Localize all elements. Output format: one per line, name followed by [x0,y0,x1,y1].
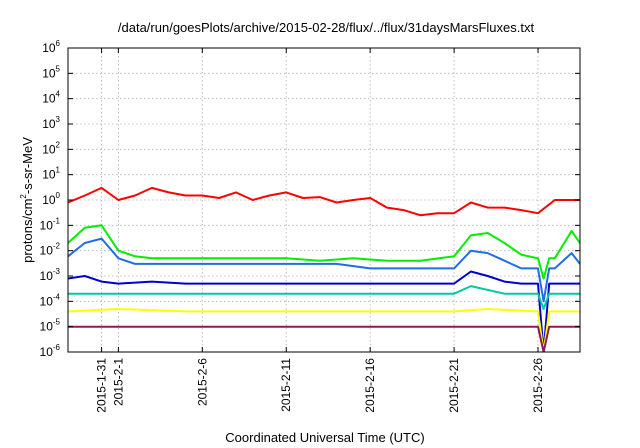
series-line-2 [68,224,580,280]
y-tick-base: 10 [40,244,54,258]
y-tick-label: 100 [42,191,60,207]
y-tick-exponent: 2 [56,140,61,149]
y-tick-exponent: -1 [53,216,61,225]
chart-title: /data/run/goesPlots/archive/2015-02-28/f… [118,20,535,35]
y-tick-exponent: -5 [53,318,61,327]
x-tick-label: 2015-2-16 [363,358,377,413]
y-tick-base: 10 [40,218,54,232]
x-tick-label: 2015-2-21 [447,358,461,413]
y-axis-label-part2: -s-sr-MeV [20,137,35,194]
y-tick-exponent: -6 [53,343,61,352]
y-tick-label: 10-2 [40,242,61,258]
y-tick-base: 10 [42,193,56,207]
series-line-4 [68,270,580,352]
y-tick-exponent: 4 [56,90,61,99]
y-axis-label: protons/cm2-s-sr-MeV [19,137,35,263]
series-line-1 [68,186,580,217]
y-tick-label: 10-1 [40,216,61,232]
y-tick-exponent: 3 [56,115,61,124]
y-tick-base: 10 [40,294,54,308]
x-axis: 2015-1-31 2015-2-1 2015-2-6 2015-2-11 2015-2… [95,48,545,413]
y-tick-label: 10-6 [40,343,61,359]
y-tick-label: 10-4 [40,292,61,308]
y-tick-base: 10 [40,269,54,283]
y-tick-exponent: 1 [56,166,61,175]
y-tick-base: 10 [40,320,54,334]
y-tick-exponent: 6 [56,39,61,48]
x-tick-label: 2015-2-11 [279,358,293,412]
series-line-3 [68,237,580,303]
grid-lines [68,48,580,352]
y-tick-label: 104 [42,90,60,106]
y-tick-base: 10 [42,41,56,55]
y-tick-exponent: -3 [53,267,61,276]
y-tick-label: 103 [42,115,60,131]
y-tick-exponent: 0 [56,191,61,200]
y-tick-label: 101 [42,166,60,182]
y-tick-label: 102 [42,140,60,156]
y-tick-label: 10-5 [40,318,61,334]
y-tick-exponent: 5 [56,64,61,73]
series-line-6 [68,308,580,352]
y-tick-label: 106 [42,39,60,55]
series-line-7 [68,325,580,352]
y-tick-base: 10 [42,168,56,182]
x-tick-label: 2015-2-6 [195,358,209,406]
y-tick-base: 10 [42,117,56,131]
x-axis-label: Coordinated Universal Time (UTC) [225,430,424,445]
data-series [68,186,580,352]
y-axis: 10-610-510-410-310-210-11001011021031041… [40,39,580,359]
x-tick-label: 2015-2-26 [531,358,545,413]
x-tick-label: 2015-2-1 [111,358,125,406]
series-line-5 [68,285,580,310]
y-tick-label: 105 [42,64,60,80]
y-tick-base: 10 [42,142,56,156]
y-axis-label-superscript: 2 [19,194,28,199]
y-tick-exponent: -4 [53,292,61,301]
y-tick-base: 10 [40,345,54,359]
y-tick-base: 10 [42,92,56,106]
y-tick-label: 10-3 [40,267,61,283]
y-axis-label-part1: protons/cm [20,199,35,263]
x-tick-label: 2015-1-31 [95,358,109,413]
y-tick-base: 10 [42,66,56,80]
y-tick-exponent: -2 [53,242,61,251]
